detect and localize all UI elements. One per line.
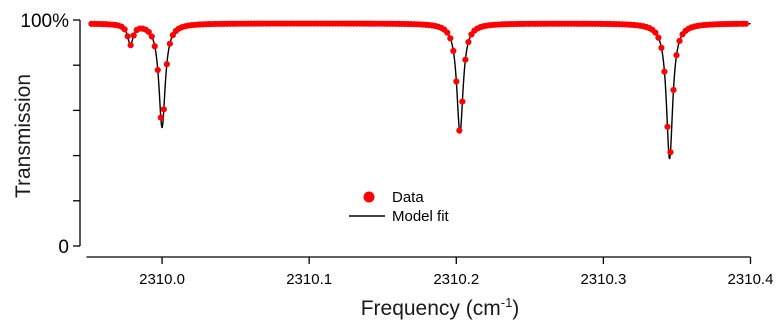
data-point	[124, 33, 131, 40]
data-point	[465, 38, 472, 46]
x-axis-label: Frequency (cm-1)	[361, 295, 520, 320]
data-point	[130, 32, 137, 39]
x-axis-label-main: Frequency (cm	[361, 297, 501, 320]
x-tick-label: 2310.2	[433, 271, 479, 288]
y-axis: 0 100%	[20, 11, 81, 258]
data-point	[462, 56, 469, 63]
data-point	[456, 127, 463, 134]
data-point	[121, 26, 128, 33]
x-tick-label: 2310.4	[728, 271, 774, 288]
y-tick-label: 0	[58, 237, 69, 258]
legend-data-marker	[363, 191, 375, 203]
data-point	[453, 78, 460, 85]
data-point	[148, 33, 155, 40]
data-point	[151, 43, 158, 50]
model-fit-line	[88, 22, 751, 160]
x-axis-label-superscript: -1	[501, 295, 513, 310]
data-point	[154, 66, 161, 74]
data-point	[664, 123, 671, 130]
x-tick-label: 2310.3	[580, 271, 626, 288]
data-point	[658, 44, 665, 51]
data-point	[667, 149, 674, 156]
data-point	[459, 98, 466, 105]
data-points-layer	[88, 20, 749, 156]
data-point	[166, 40, 173, 47]
legend-fit-label: Model fit	[392, 208, 450, 225]
data-point	[160, 106, 167, 113]
data-point	[444, 29, 451, 36]
data-point	[145, 28, 152, 36]
data-point	[655, 34, 662, 41]
x-axis-label-close: )	[512, 297, 519, 320]
data-point	[447, 35, 454, 42]
data-point	[163, 61, 170, 68]
y-axis-label: Transmission	[12, 74, 35, 198]
y-tick-label: 100%	[20, 11, 69, 32]
data-point	[742, 20, 749, 27]
data-point	[673, 52, 680, 59]
legend-data-label: Data	[392, 189, 424, 206]
data-point	[157, 114, 164, 121]
data-point	[450, 47, 457, 54]
data-point	[127, 42, 134, 49]
x-tick-label: 2310.0	[139, 271, 185, 288]
data-point	[652, 29, 659, 36]
data-point	[676, 37, 683, 45]
x-axis: 2310.0 2310.1 2310.2 2310.3 2310.4	[86, 256, 774, 288]
model-fit-layer	[88, 22, 751, 160]
data-point	[661, 68, 668, 75]
x-tick-label: 2310.1	[286, 271, 332, 288]
legend: Data Model fit	[349, 189, 450, 225]
data-point	[670, 86, 677, 94]
